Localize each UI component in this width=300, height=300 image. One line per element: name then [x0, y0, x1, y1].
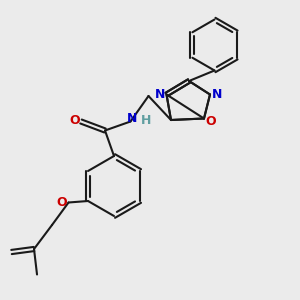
Text: N: N	[155, 88, 165, 101]
Text: N: N	[212, 88, 222, 101]
Text: H: H	[141, 113, 151, 127]
Text: O: O	[205, 115, 216, 128]
Text: O: O	[57, 196, 67, 209]
Text: N: N	[127, 112, 137, 125]
Text: O: O	[69, 113, 80, 127]
